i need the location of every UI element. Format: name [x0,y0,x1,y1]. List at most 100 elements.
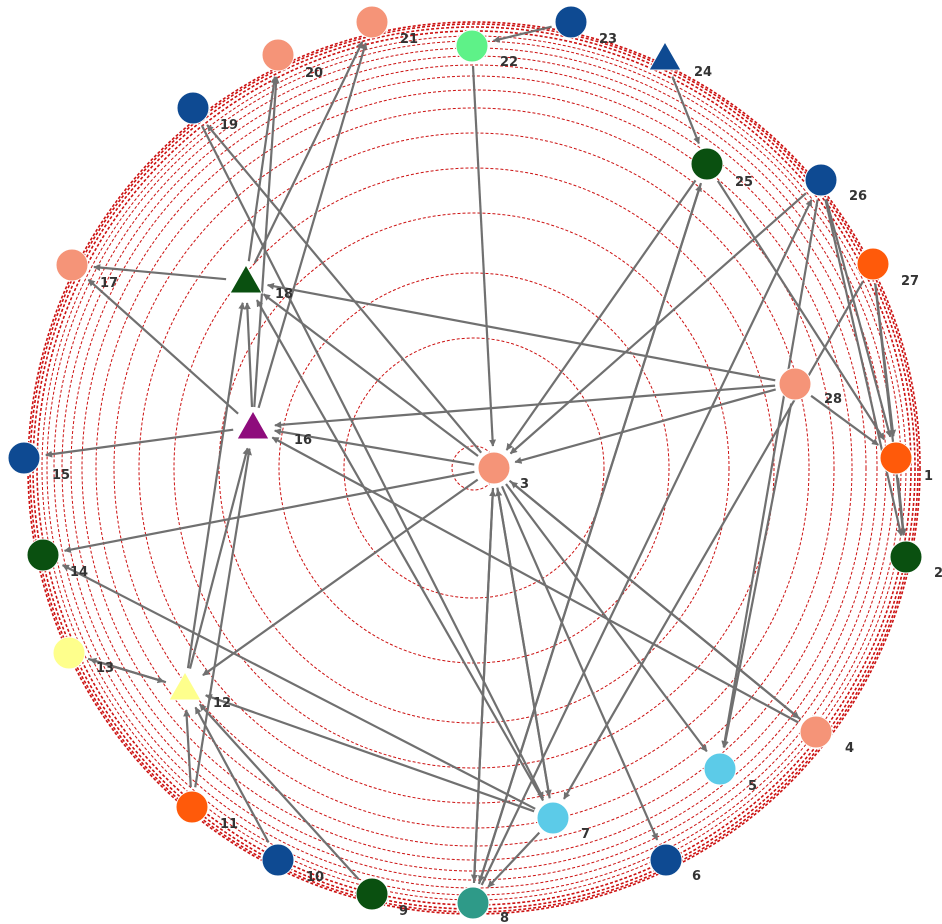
edge-7-3 [495,489,551,799]
edge-12-18 [186,302,246,669]
node-label-1: 1 [924,469,933,484]
label-layer: 1234567891011121314151617181920212223242… [52,32,942,924]
edge-3-6 [500,485,659,841]
edge-26-2 [824,199,904,537]
node-20[interactable] [261,38,295,72]
node-label-9: 9 [399,904,408,919]
edge-7-14 [61,564,536,810]
node-label-28: 28 [824,392,842,407]
node-label-26: 26 [849,189,867,204]
node-label-22: 22 [500,55,518,70]
ring [81,75,867,861]
ring [173,167,775,769]
node-label-20: 20 [305,66,323,81]
edge-27-7 [563,280,864,800]
edge-28-18 [266,282,776,382]
edge-3-19 [206,124,483,454]
node-27[interactable] [856,247,890,281]
node-label-15: 15 [52,468,70,483]
node-22[interactable] [455,29,489,63]
edge-4-3 [510,481,802,721]
edge-9-12 [198,703,360,880]
edge-12-16 [188,447,250,669]
edge-16-18 [243,302,254,408]
node-2[interactable] [889,540,923,574]
node-8[interactable] [456,886,490,920]
node-label-5: 5 [748,779,757,794]
node-label-13: 13 [96,661,114,676]
node-13[interactable] [52,636,86,670]
edge-layer [45,25,907,888]
node-25[interactable] [690,147,724,181]
edge-23-22 [492,25,552,43]
node-label-23: 23 [599,32,617,47]
edge-3-18 [262,293,479,457]
node-1[interactable] [879,441,913,475]
edge-28-1 [810,394,879,446]
edge-18-21 [253,41,364,264]
node-label-10: 10 [306,870,324,885]
node-label-4: 4 [845,741,854,756]
edge-22-3 [471,65,497,447]
node-label-14: 14 [70,565,88,580]
node-11[interactable] [175,790,209,824]
node-19[interactable] [176,91,210,125]
node-label-18: 18 [275,287,293,302]
node-16[interactable] [236,409,270,440]
edge-3-14 [63,470,475,554]
edge-16-15 [45,428,234,458]
edge-3-12 [202,478,479,677]
node-label-11: 11 [220,817,238,832]
node-4[interactable] [799,715,833,749]
edge-13-12 [87,657,165,684]
ring [36,30,912,906]
node-18[interactable] [229,263,263,294]
node-3[interactable] [477,451,511,485]
node-label-6: 6 [692,869,701,884]
edge-8-26 [480,199,813,886]
node-label-3: 3 [520,477,529,492]
edge-19-7 [201,125,545,800]
edge-16-21 [257,42,368,409]
node-label-27: 27 [901,274,919,289]
ring [46,40,902,896]
edge-1-2 [896,477,907,536]
edge-28-16 [274,384,776,429]
ring [343,337,605,599]
node-label-16: 16 [294,433,312,448]
node-5[interactable] [703,752,737,786]
edge-26-3 [509,192,807,455]
node-17[interactable] [55,248,89,282]
node-label-21: 21 [400,32,418,47]
node-9[interactable] [355,877,389,911]
node-label-8: 8 [500,911,509,924]
node-12[interactable] [168,670,202,701]
node-14[interactable] [26,538,60,572]
ring [138,132,810,804]
node-15[interactable] [7,441,41,475]
edge-25-1 [716,180,886,441]
node-24[interactable] [648,40,682,71]
edge-7-8 [487,831,541,888]
edge-28-3 [514,388,776,464]
node-6[interactable] [649,843,683,877]
edge-8-3 [472,489,497,884]
node-label-2: 2 [934,566,942,581]
node-26[interactable] [804,163,838,197]
node-7[interactable] [536,801,570,835]
edge-3-16 [274,428,475,466]
node-label-19: 19 [220,118,238,133]
edge-4-16 [271,436,799,724]
node-23[interactable] [554,5,588,39]
node-21[interactable] [355,5,389,39]
node-10[interactable] [261,843,295,877]
node-label-24: 24 [694,65,712,80]
edge-7-18 [255,299,545,802]
node-label-12: 12 [213,696,231,711]
node-layer [7,5,923,920]
concentric-rings [27,21,921,915]
node-label-7: 7 [581,827,590,842]
node-28[interactable] [778,367,812,401]
